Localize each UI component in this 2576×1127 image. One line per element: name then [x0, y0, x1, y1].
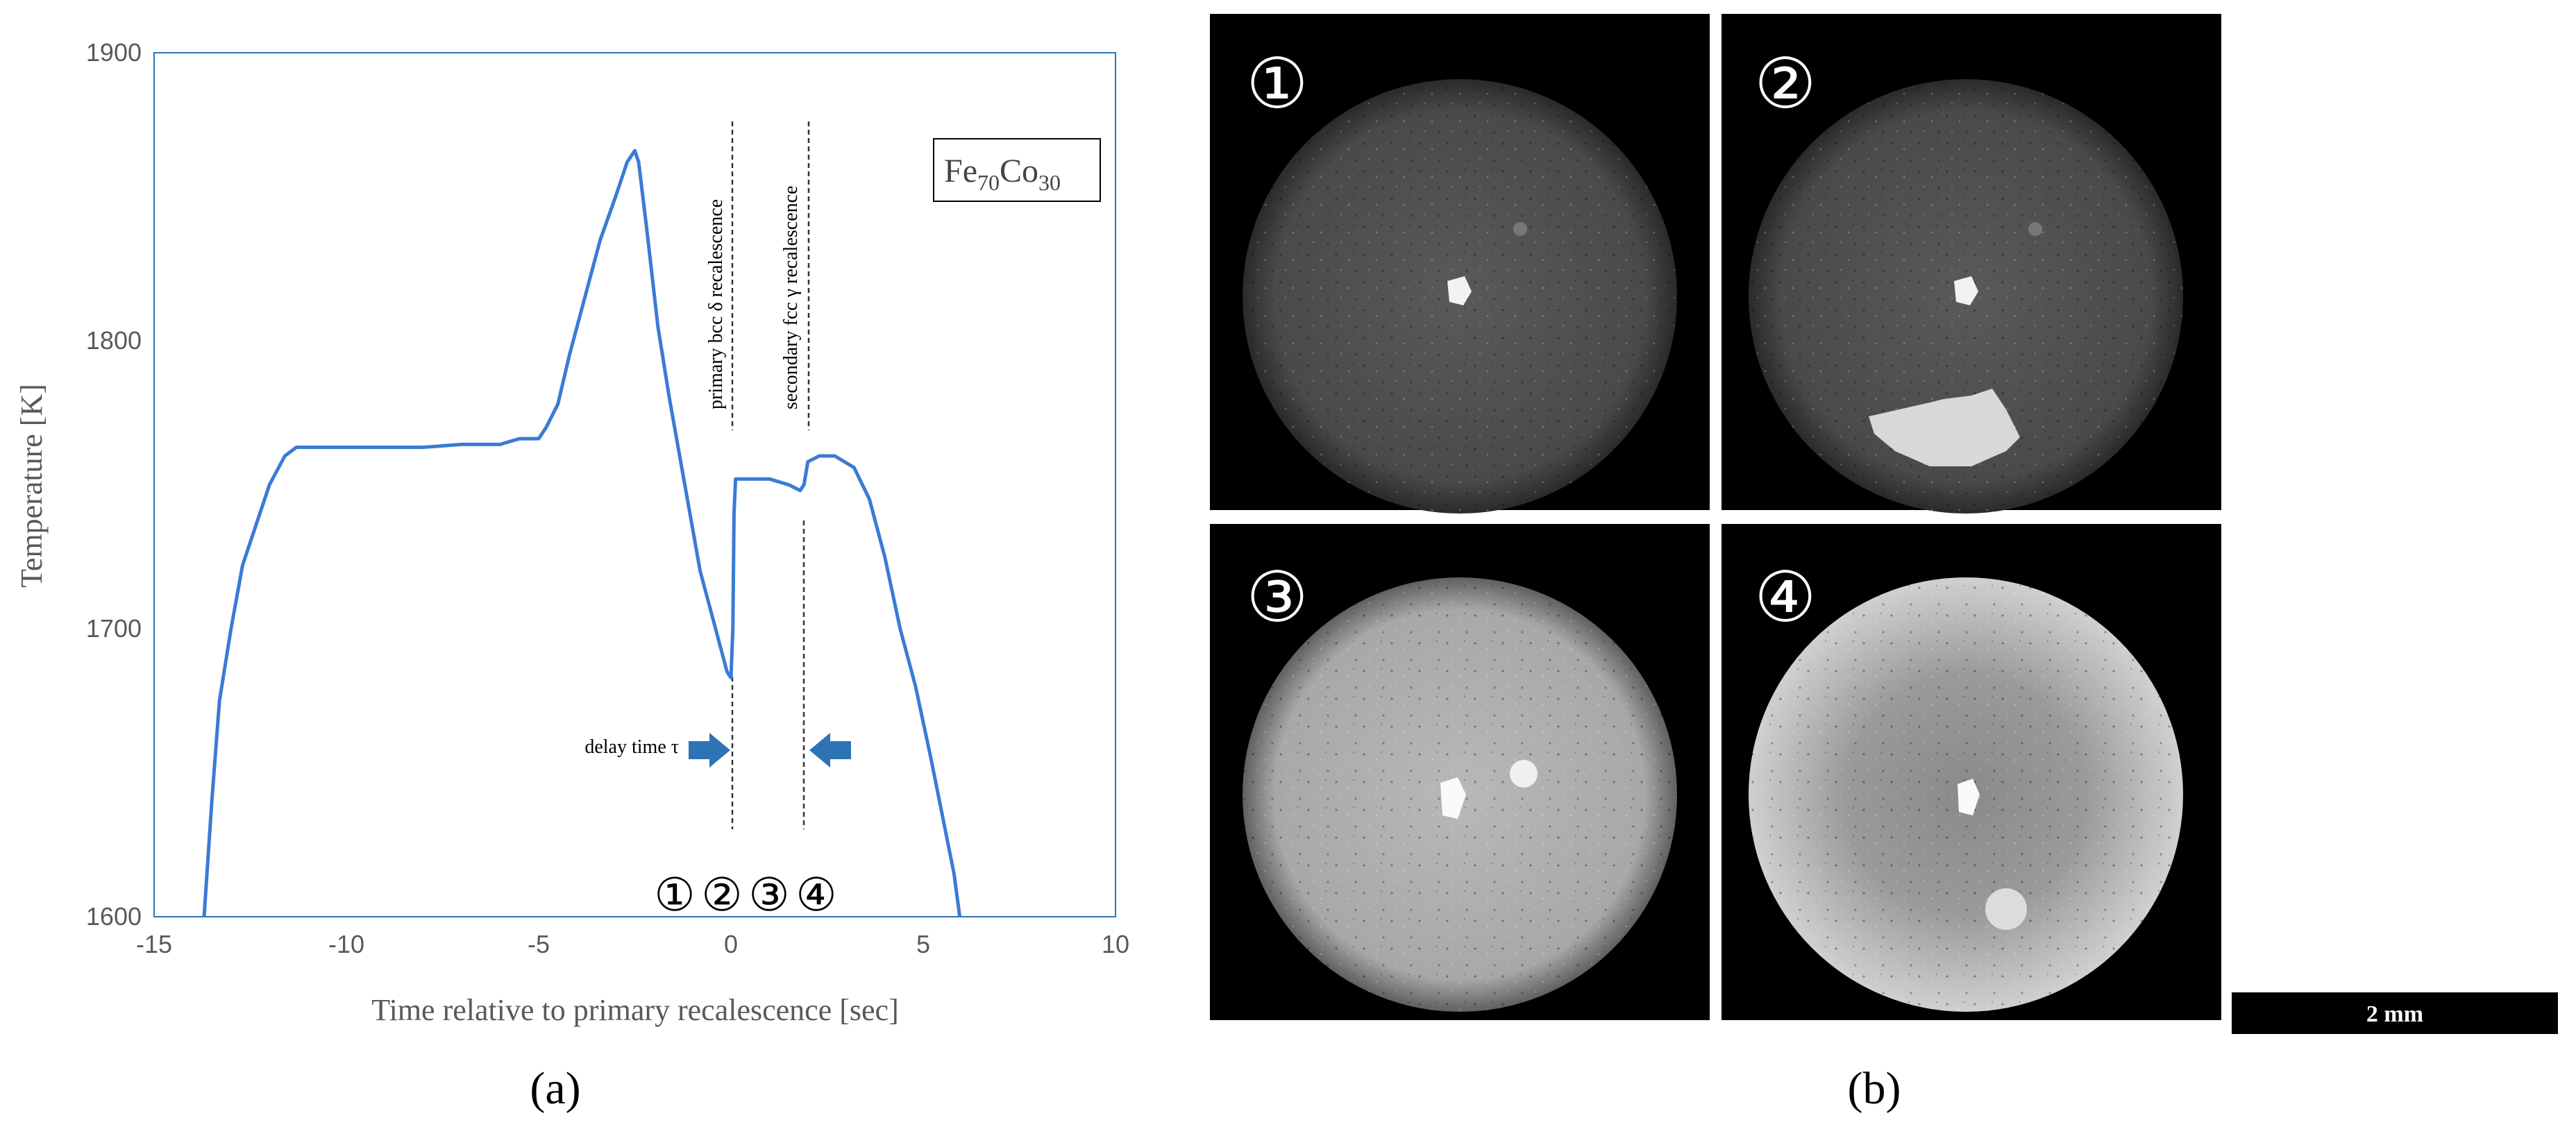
temperature-chart: 1600 1700 1800 1900 -15 -10 -5 0 5 10 Temperatur… [15, 38, 1129, 1027]
x-ticks: -15 -10 -5 0 5 10 [136, 930, 1129, 958]
frame-2-marker: ② [1754, 43, 1817, 124]
series-layer [202, 149, 962, 917]
scale-bar-label: 2 mm [2366, 1001, 2423, 1027]
y-ticks: 1600 1700 1800 1900 [86, 38, 142, 931]
left-arrow-icon [689, 733, 730, 768]
scale-bar: 2 mm [2232, 992, 2558, 1034]
frame-2: ② [1721, 14, 2221, 514]
frame-1-marker: ① [1246, 43, 1308, 124]
temperature-line [202, 149, 962, 917]
marker-4: ④ [795, 868, 836, 922]
x-tick-label: -15 [136, 930, 172, 958]
x-tick-label: 5 [916, 930, 930, 958]
frame-3: ③ [1210, 524, 1710, 1020]
primary-recalescence-label: primary bcc δ recalescence [705, 199, 727, 409]
right-arrow-icon [809, 733, 851, 768]
composition-label: Fe70Co30 [944, 153, 1061, 195]
x-tick-label: 10 [1102, 930, 1129, 958]
frame-4-marker: ④ [1754, 557, 1817, 638]
image-grid: ① ② ③ ④ [1210, 14, 2221, 1020]
x-tick-label: 0 [724, 930, 738, 958]
plot-frame [153, 52, 1116, 917]
secondary-recalescence-label: secondary fcc γ recalescence [780, 186, 802, 409]
delay-time-label: delay time τ [584, 736, 679, 758]
x-axis-title: Time relative to primary recalescence [s… [371, 993, 898, 1027]
y-tick-label: 1600 [86, 902, 142, 931]
marker-3: ③ [748, 868, 789, 922]
marker-2: ② [701, 868, 742, 922]
y-tick-label: 1900 [86, 38, 142, 67]
y-tick-label: 1800 [86, 326, 142, 355]
x-tick-label: -5 [528, 930, 550, 958]
y-axis-title: Temperature [K] [15, 384, 49, 588]
frame-3-marker: ③ [1246, 557, 1308, 638]
frame-4: ④ [1721, 524, 2221, 1020]
x-tick-label: -10 [328, 930, 364, 958]
y-tick-label: 1700 [86, 614, 142, 643]
composition-box: Fe70Co30 [933, 138, 1101, 202]
frame-1: ① [1210, 14, 1710, 514]
marker-1: ① [654, 868, 695, 922]
panel-label-b: (b) [1848, 1063, 1901, 1114]
panel-label-a: (a) [530, 1063, 580, 1114]
